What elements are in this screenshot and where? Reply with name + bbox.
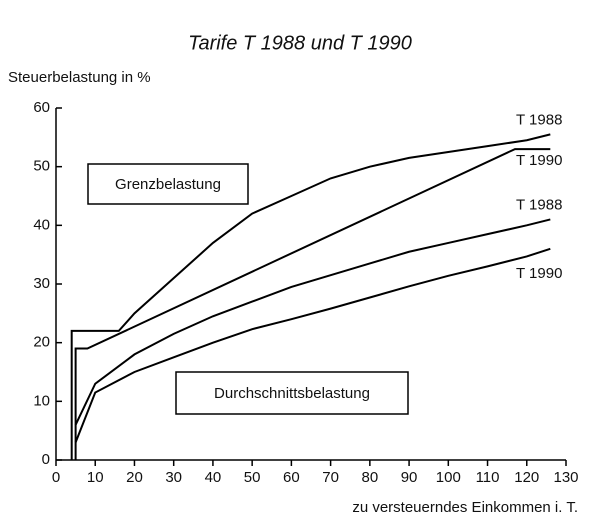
x-axis-label: zu versteuerndes Einkommen i. T. (352, 499, 578, 516)
y-tick-label: 40 (33, 216, 50, 233)
x-tick-label: 20 (126, 469, 143, 486)
y-tick-label: 60 (33, 99, 50, 116)
x-tick-label: 130 (553, 469, 578, 486)
x-tick-label: 50 (244, 469, 261, 486)
y-tick-label: 50 (33, 158, 50, 175)
annotation: Grenzbelastung (115, 176, 221, 193)
chart-title: Tarife T 1988 und T 1990 (188, 32, 412, 54)
x-tick-label: 40 (205, 469, 222, 486)
line (74, 218, 551, 426)
line (74, 247, 551, 443)
x-tick-label: 80 (362, 469, 379, 486)
x-tick-label: 60 (283, 469, 300, 486)
y-tick-label: 0 (42, 451, 50, 468)
x-tick-label: 90 (401, 469, 418, 486)
x-tick-label: 70 (322, 469, 339, 486)
y-tick-label: 10 (33, 392, 50, 409)
line (70, 133, 551, 460)
annotation-box (87, 163, 249, 205)
x-tick-label: 120 (514, 469, 539, 486)
annotation-box (175, 371, 409, 415)
y-tick-label: 30 (33, 275, 50, 292)
x-tick-label: 0 (52, 469, 60, 486)
x-tick-label: 30 (165, 469, 182, 486)
line (74, 148, 551, 460)
series-label: T 1990 (516, 152, 562, 169)
x-tick-label: 10 (87, 469, 104, 486)
series-label: T 1988 (516, 111, 562, 128)
y-axis-label: Steuerbelastung in % (8, 69, 151, 86)
y-tick-label: 20 (33, 334, 50, 351)
annotation: Durchschnittsbelastung (214, 385, 370, 402)
x-tick-label: 100 (436, 469, 461, 486)
x-tick-label: 110 (476, 469, 500, 486)
series-label: T 1990 (516, 265, 562, 282)
series-label: T 1988 (516, 196, 562, 213)
